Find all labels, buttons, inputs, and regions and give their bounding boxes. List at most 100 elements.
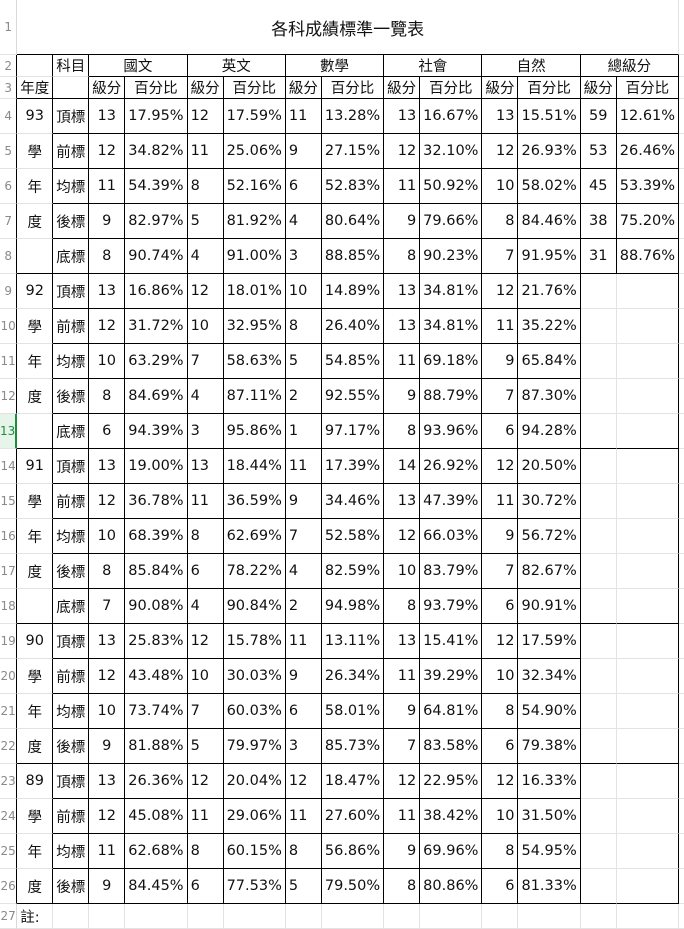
percent-cell[interactable]: 87.30% <box>518 379 581 414</box>
percent-cell[interactable]: 26.92% <box>420 449 483 484</box>
cell[interactable] <box>616 449 680 484</box>
cell[interactable] <box>679 659 684 694</box>
cell[interactable] <box>679 519 684 554</box>
grade-cell[interactable]: 6 <box>187 869 224 904</box>
grade-cell[interactable]: 10 <box>285 274 322 309</box>
grade-cell[interactable]: 13 <box>384 624 421 659</box>
percent-cell[interactable]: 26.34% <box>321 659 385 694</box>
row-header[interactable]: 1 <box>0 0 18 55</box>
grade-cell[interactable]: 11 <box>285 449 322 484</box>
percent-cell[interactable]: 52.16% <box>223 169 286 204</box>
grade-cell[interactable]: 10 <box>482 659 519 694</box>
percent-cell[interactable]: 25.83% <box>125 624 188 659</box>
percent-cell[interactable]: 39.29% <box>420 659 483 694</box>
year-cell[interactable]: 年 <box>17 694 54 729</box>
subject-header[interactable]: 數學 <box>285 55 385 77</box>
cell[interactable] <box>616 869 680 904</box>
row-header[interactable]: 6 <box>0 169 18 204</box>
cell[interactable] <box>616 274 680 309</box>
cell[interactable] <box>616 379 680 414</box>
grade-cell[interactable]: 9 <box>89 869 126 904</box>
percent-cell[interactable]: 36.59% <box>223 484 286 519</box>
cell[interactable] <box>679 799 684 834</box>
level-cell[interactable]: 頂標 <box>53 624 90 659</box>
level-cell[interactable]: 前標 <box>53 484 90 519</box>
percent-cell[interactable]: 60.15% <box>223 834 286 869</box>
percent-cell[interactable]: 88.85% <box>321 239 385 274</box>
grade-cell[interactable]: 9 <box>482 344 519 379</box>
percent-cell[interactable]: 56.86% <box>321 834 385 869</box>
percent-cell[interactable]: 30.03% <box>223 659 286 694</box>
percent-cell[interactable]: 18.01% <box>223 274 286 309</box>
percent-cell[interactable]: 69.18% <box>420 344 483 379</box>
percent-cell[interactable]: 52.58% <box>321 519 385 554</box>
row-header[interactable]: 3 <box>0 77 18 99</box>
year-cell[interactable]: 度 <box>17 729 54 764</box>
cell[interactable] <box>580 344 617 379</box>
cell[interactable] <box>679 239 684 274</box>
cell[interactable] <box>616 904 680 929</box>
grade-header[interactable]: 級分 <box>384 77 421 99</box>
cell[interactable] <box>580 589 617 624</box>
cell[interactable] <box>580 729 617 764</box>
grade-cell[interactable]: 38 <box>580 204 617 239</box>
cell[interactable] <box>679 904 684 929</box>
grade-cell[interactable]: 31 <box>580 239 617 274</box>
percent-cell[interactable]: 83.79% <box>420 554 483 589</box>
percent-cell[interactable]: 85.73% <box>321 729 385 764</box>
grade-cell[interactable]: 11 <box>482 309 519 344</box>
percent-cell[interactable]: 16.86% <box>125 274 188 309</box>
grade-cell[interactable]: 12 <box>89 134 126 169</box>
row-header[interactable]: 20 <box>0 659 18 694</box>
cell[interactable] <box>580 869 617 904</box>
percent-cell[interactable]: 94.98% <box>321 589 385 624</box>
note-cell[interactable]: 註: <box>17 904 54 929</box>
grade-cell[interactable]: 13 <box>187 449 224 484</box>
percent-header[interactable]: 百分比 <box>420 77 483 99</box>
row-header[interactable]: 14 <box>0 449 18 484</box>
level-cell[interactable]: 後標 <box>53 379 90 414</box>
grade-cell[interactable]: 13 <box>384 484 421 519</box>
level-cell[interactable]: 後標 <box>53 869 90 904</box>
cell[interactable] <box>580 694 617 729</box>
percent-cell[interactable]: 15.41% <box>420 624 483 659</box>
percent-cell[interactable]: 90.84% <box>223 589 286 624</box>
percent-header[interactable]: 百分比 <box>518 77 581 99</box>
percent-cell[interactable]: 34.81% <box>420 274 483 309</box>
percent-cell[interactable]: 54.95% <box>518 834 581 869</box>
grade-cell[interactable]: 11 <box>482 484 519 519</box>
percent-cell[interactable]: 81.33% <box>518 869 581 904</box>
grade-cell[interactable]: 12 <box>285 764 322 799</box>
row-header[interactable]: 17 <box>0 554 18 589</box>
cell[interactable] <box>17 55 54 77</box>
row-header[interactable]: 24 <box>0 799 18 834</box>
grade-cell[interactable]: 14 <box>384 449 421 484</box>
grade-cell[interactable]: 11 <box>187 134 224 169</box>
percent-cell[interactable]: 90.74% <box>125 239 188 274</box>
percent-cell[interactable]: 32.34% <box>518 659 581 694</box>
percent-header[interactable]: 百分比 <box>616 77 680 99</box>
level-cell[interactable]: 頂標 <box>53 99 90 134</box>
level-cell[interactable]: 前標 <box>53 309 90 344</box>
grade-cell[interactable]: 12 <box>187 624 224 659</box>
cell[interactable] <box>679 379 684 414</box>
level-cell[interactable]: 均標 <box>53 344 90 379</box>
percent-cell[interactable]: 38.42% <box>420 799 483 834</box>
percent-cell[interactable]: 80.64% <box>321 204 385 239</box>
percent-cell[interactable]: 78.22% <box>223 554 286 589</box>
percent-cell[interactable]: 81.88% <box>125 729 188 764</box>
grade-cell[interactable]: 9 <box>384 694 421 729</box>
grade-cell[interactable]: 11 <box>89 169 126 204</box>
percent-cell[interactable]: 34.81% <box>420 309 483 344</box>
grade-cell[interactable]: 11 <box>187 799 224 834</box>
grade-cell[interactable]: 5 <box>187 729 224 764</box>
cell[interactable] <box>580 834 617 869</box>
level-cell[interactable]: 底標 <box>53 414 90 449</box>
grade-cell[interactable]: 5 <box>187 204 224 239</box>
year-cell[interactable]: 學 <box>17 309 54 344</box>
cell[interactable] <box>679 554 684 589</box>
percent-cell[interactable]: 43.48% <box>125 659 188 694</box>
cell[interactable] <box>616 834 680 869</box>
cell[interactable] <box>679 624 684 659</box>
year-cell[interactable]: 年 <box>17 169 54 204</box>
